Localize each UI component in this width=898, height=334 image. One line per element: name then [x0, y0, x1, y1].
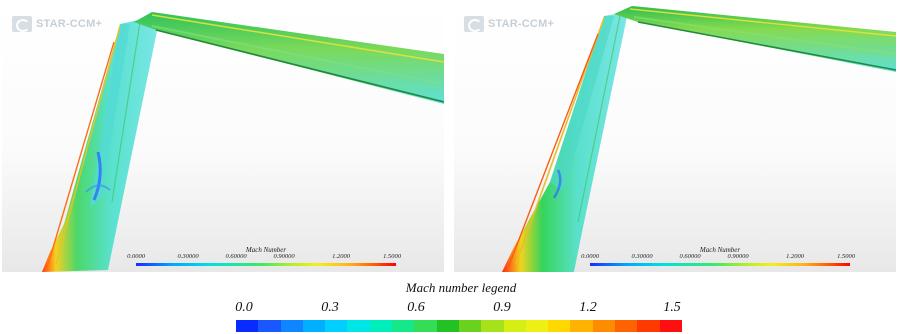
mach-contour-plot [502, 6, 896, 272]
scale-tick: 0.60000 [679, 253, 701, 260]
legend-tick: 0.3 [321, 300, 339, 315]
legend-swatch [436, 320, 459, 332]
scale-tick: 0.60000 [225, 253, 247, 260]
legend-tick: 1.2 [579, 300, 597, 315]
logo-text: STAR-CCM+ [36, 18, 103, 30]
scale-tick: 1.5000 [383, 253, 401, 260]
legend-ticks: 0.0 0.3 0.6 0.9 1.2 1.5 [235, 300, 686, 318]
legend-swatch [570, 320, 593, 332]
scale-title: Mach Number [699, 246, 741, 254]
mach-contour-plot [42, 12, 444, 272]
legend-swatch [637, 320, 660, 332]
star-ccm-logo-icon [12, 16, 32, 32]
scale-tick: 0.0000 [581, 253, 599, 260]
scale-tick: 1.5000 [837, 253, 855, 260]
star-ccm-logo-icon [464, 16, 484, 32]
legend-swatch [481, 320, 504, 332]
legend-swatch [347, 320, 370, 332]
legend-tick: 1.5 [663, 300, 681, 315]
scale-colorbar [136, 263, 396, 266]
legend-swatch [236, 320, 259, 332]
scale-tick: 1.2000 [786, 253, 804, 260]
scale-title: Mach Number [245, 246, 287, 254]
flow-viewport-right[interactable]: STAR-CCM+ Mach Number 0.0000 0.30000 0.6… [454, 2, 896, 272]
legend-swatch [392, 320, 415, 332]
legend-swatch [258, 320, 281, 332]
scale-tick: 0.90000 [273, 253, 295, 260]
legend-colorbar [236, 320, 682, 332]
legend-swatch [548, 320, 571, 332]
mach-number-legend: Mach number legend 0.0 0.3 0.6 0.9 1.2 1… [235, 276, 686, 332]
legend-swatch [503, 320, 526, 332]
legend-swatch [659, 320, 682, 332]
legend-swatch [302, 320, 326, 332]
scale-tick: 0.0000 [127, 253, 145, 260]
scale-tick: 1.2000 [332, 253, 350, 260]
star-ccm-logo: STAR-CCM+ [464, 16, 554, 32]
legend-swatch [615, 320, 638, 332]
mach-scale-right: Mach Number 0.0000 0.30000 0.60000 0.900… [580, 246, 860, 272]
scale-tick: 0.90000 [727, 253, 749, 260]
star-ccm-logo: STAR-CCM+ [12, 16, 102, 32]
scale-tick: 0.30000 [631, 253, 653, 260]
mach-scale-left: Mach Number 0.0000 0.30000 0.60000 0.900… [126, 246, 406, 272]
legend-tick: 0.6 [407, 300, 425, 315]
legend-tick: 0.9 [493, 300, 511, 315]
legend-swatch [325, 320, 348, 332]
scale-tick: 0.30000 [177, 253, 199, 260]
legend-title: Mach number legend [405, 280, 517, 295]
legend-swatch [369, 320, 393, 332]
flow-viewport-left[interactable]: STAR-CCM+ Mach Number 0.0000 0.30000 0.6… [2, 2, 444, 272]
legend-swatch [414, 320, 437, 332]
scale-colorbar [590, 263, 850, 266]
legend-swatch [280, 320, 303, 332]
legend-swatch [525, 320, 549, 332]
legend-tick: 0.0 [235, 300, 253, 315]
legend-swatch [592, 320, 616, 332]
logo-text: STAR-CCM+ [488, 18, 555, 30]
legend-swatch [458, 320, 482, 332]
